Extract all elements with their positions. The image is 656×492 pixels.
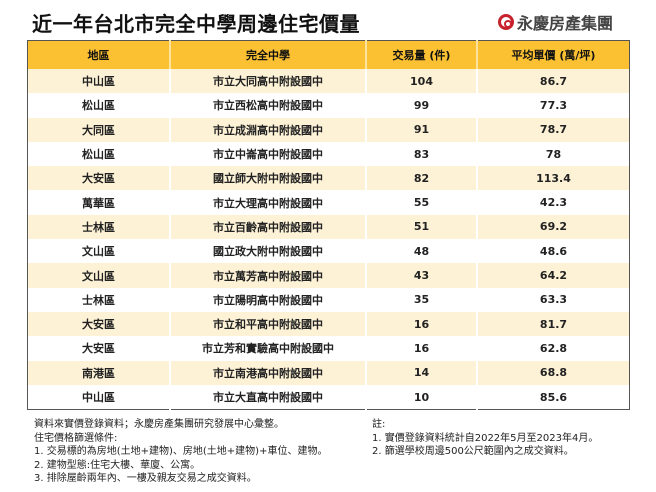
table-row: 士林區 市立陽明高中附設國中 35 63.3 (27, 287, 630, 312)
logo-icon (498, 14, 514, 30)
district-cell: 士林區 (27, 287, 171, 312)
school-cell: 市立大直高中附設國中 (170, 384, 367, 410)
district-cell: 南港區 (27, 360, 171, 385)
volume-cell: 55 (366, 190, 478, 215)
district-cell: 士林區 (27, 214, 171, 240)
price-cell: 42.3 (539, 196, 568, 210)
school-cell: 市立陽明高中附設國中 (170, 287, 367, 312)
school-cell: 國立政大附中附設國中 (170, 239, 367, 264)
note-line: 1. 交易標的為房地(土地+建物)、房地(土地+建物)+車位、建物。 (34, 446, 328, 457)
volume-cell: 48 (366, 239, 478, 264)
table-row: 中山區 市立大同高中附設國中 104 86.7 (27, 69, 630, 94)
table-row: 大安區 國立師大附中附設國中 82 113.4 (27, 166, 630, 191)
school-cell: 市立百齡高中附設國中 (170, 214, 367, 240)
district-cell: 文山區 (27, 239, 171, 264)
volume-cell: 16 (366, 336, 478, 361)
table-row: 士林區 市立百齡高中附設國中 51 69.2 (27, 214, 630, 240)
price-cell: 85.6 (539, 390, 568, 404)
price-cell: 62.8 (539, 341, 568, 355)
school-cell: 市立萬芳高中附設國中 (170, 263, 367, 288)
volume-cell: 83 (366, 141, 478, 167)
volume-cell: 91 (366, 117, 478, 142)
district-cell: 松山區 (27, 93, 171, 118)
table-row: 文山區 市立萬芳高中附設國中 43 64.2 (27, 263, 630, 288)
volume-cell: 16 (366, 311, 478, 337)
table-row: 松山區 市立中崙高中附設國中 83 78 (27, 141, 630, 167)
district-cell: 萬華區 (27, 190, 171, 215)
price-cell: 86.7 (477, 69, 630, 94)
district-cell: 大同區 (27, 117, 171, 142)
note-line: 2. 建物型態:住宅大樓、華廈、公寓。 (34, 459, 201, 471)
district-cell: 大安區 (27, 336, 171, 361)
table-row: 南港區 市立南港高中附設國中 14 68.8 (27, 360, 630, 385)
table-row: 松山區 市立西松高中附設國中 99 77.3 (27, 93, 630, 118)
note-line: 住宅價格篩選條件: (34, 432, 118, 444)
school-cell: 市立和平高中附設國中 (170, 311, 367, 337)
volume-cell: 104 (366, 69, 478, 94)
district-cell: 大安區 (27, 311, 171, 337)
note-line: 2. 篩選學校周邊500公尺範圍內之成交資料。 (372, 446, 574, 457)
table-row: 萬華區 市立大理高中附設國中 55 42.3 (27, 190, 630, 215)
volume-cell: 43 (366, 263, 478, 288)
note-line: 註: (372, 419, 386, 430)
volume-cell: 99 (366, 93, 478, 118)
table-row: 中山區 市立大直高中附設國中 10 85.6 (27, 384, 630, 410)
district-cell: 松山區 (27, 141, 171, 167)
school-cell: 市立中崙高中附設國中 (170, 141, 367, 167)
volume-cell: 10 (366, 384, 478, 410)
price-cell: 64.2 (477, 263, 630, 288)
notes-right: 註: 1. 實價登錄資料統計自2022年5月至2023年4月。 2. 篩選學校周… (372, 418, 598, 459)
table-row: 大安區 市立和平高中附設國中 16 81.7 (27, 311, 630, 337)
district-cell: 中山區 (27, 384, 171, 410)
price-cell: 77.3 (539, 98, 568, 112)
price-volume-table: 地區 完全中學 交易量 (件) 平均單價 (萬/坪) 中山區 市立大同高中附設國中… (27, 40, 630, 411)
volume-cell: 14 (366, 360, 478, 385)
header-district: 地區 (27, 40, 171, 69)
table-row: 大安區 市立芳和實驗高中附設國中 16 62.8 (27, 336, 630, 361)
page-title: 近一年台北市完全中學周邊住宅價量 (32, 12, 360, 36)
notes-left: 資料來實價登錄資料；永慶房產集團研究發展中心彙整。 住宅價格篩選條件: 1. 交… (34, 418, 327, 486)
volume-cell: 51 (366, 214, 478, 240)
note-line: 1. 實價登錄資料統計自2022年5月至2023年4月。 (372, 432, 599, 444)
price-cell: 68.8 (477, 360, 630, 385)
table-row: 文山區 國立政大附中附設國中 48 48.6 (27, 239, 630, 264)
price-cell: 48.6 (539, 244, 568, 258)
table-header-row: 地區 完全中學 交易量 (件) 平均單價 (萬/坪) (27, 40, 630, 69)
district-cell: 中山區 (27, 69, 171, 94)
header-price: 平均單價 (萬/坪) (477, 40, 630, 69)
school-cell: 市立成淵高中附設國中 (170, 117, 367, 142)
school-cell: 市立西松高中附設國中 (170, 93, 367, 118)
volume-cell: 35 (366, 287, 478, 312)
note-line: 3. 排除屋齡兩年內、一樓及親友交易之成交資料。 (34, 473, 257, 484)
district-cell: 大安區 (27, 166, 171, 191)
brand-logo: 永慶房產集團 (498, 10, 613, 34)
price-cell: 69.2 (477, 214, 630, 240)
price-cell: 78.7 (477, 117, 630, 142)
school-cell: 市立南港高中附設國中 (170, 360, 367, 385)
logo-text: 永慶房產集團 (517, 14, 614, 33)
school-cell: 市立大理高中附設國中 (170, 190, 367, 215)
school-cell: 市立大同高中附設國中 (170, 69, 367, 94)
table-row: 大同區 市立成淵高中附設國中 91 78.7 (27, 117, 630, 142)
price-cell: 63.3 (539, 293, 568, 307)
price-cell: 113.4 (477, 166, 630, 191)
price-cell: 81.7 (477, 311, 630, 337)
school-cell: 市立芳和實驗高中附設國中 (170, 336, 367, 361)
volume-cell: 82 (366, 166, 478, 191)
header-school: 完全中學 (170, 40, 367, 69)
school-cell: 國立師大附中附設國中 (170, 166, 367, 191)
price-cell: 78 (545, 147, 562, 161)
district-cell: 文山區 (27, 263, 171, 288)
note-line: 資料來實價登錄資料；永慶房產集團研究發展中心彙整。 (34, 419, 284, 430)
header-volume: 交易量 (件) (366, 40, 478, 69)
